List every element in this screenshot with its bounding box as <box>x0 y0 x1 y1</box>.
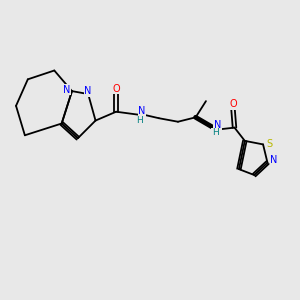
Text: N: N <box>63 85 70 94</box>
Text: N: N <box>85 86 92 96</box>
Text: N: N <box>138 106 146 116</box>
Text: H: H <box>212 128 218 137</box>
Text: S: S <box>266 139 272 149</box>
Text: H: H <box>136 116 143 125</box>
Text: N: N <box>214 120 221 130</box>
Text: N: N <box>270 155 278 165</box>
Text: O: O <box>113 84 121 94</box>
Text: O: O <box>229 99 237 109</box>
